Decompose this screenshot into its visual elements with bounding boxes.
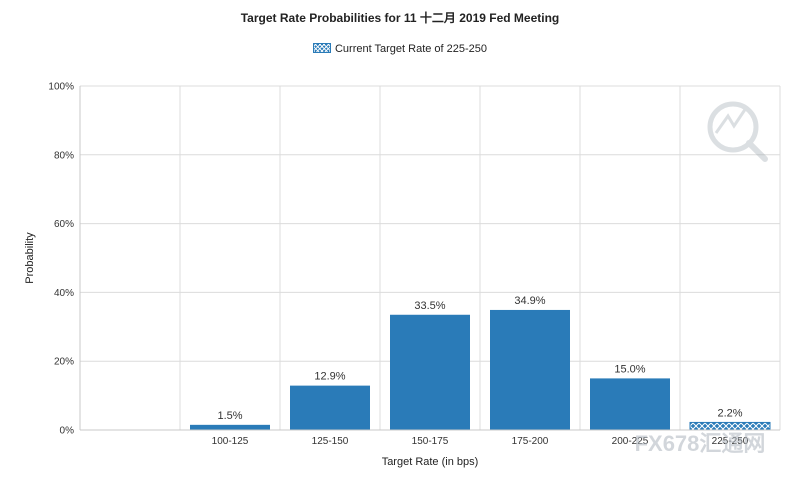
bars <box>190 309 771 431</box>
y-tick-label: 80% <box>54 150 74 161</box>
bar <box>590 378 670 430</box>
data-label: 1.5% <box>217 410 242 422</box>
x-axis-title: Target Rate (in bps) <box>382 456 479 468</box>
watermark-logo-icon <box>707 101 768 162</box>
bar <box>290 385 370 430</box>
data-label: 2.2% <box>717 407 742 419</box>
y-axis-title: Probability <box>24 232 36 284</box>
y-tick-label: 0% <box>60 426 75 437</box>
legend-swatch-hatched <box>312 43 331 53</box>
chart-title: Target Rate Probabilities for 11 十二月 201… <box>240 11 560 25</box>
bar <box>390 314 470 430</box>
x-tick-label: 125-150 <box>312 436 349 447</box>
y-tick-label: 40% <box>54 288 74 299</box>
x-tick-label: 150-175 <box>412 436 449 447</box>
data-label: 12.9% <box>314 371 345 383</box>
bar <box>190 424 270 430</box>
data-label: 34.9% <box>514 295 545 307</box>
x-tick-label: 100-125 <box>212 436 249 447</box>
x-tick-label: 200-225 <box>612 436 649 447</box>
y-tick-label: 20% <box>54 357 74 368</box>
x-tick-label: 225-250 <box>712 436 749 447</box>
data-label: 33.5% <box>414 300 445 312</box>
axes: 0% 20% 40% 60% 80% 100% 100-125 125-150 150-175 1… <box>48 82 781 447</box>
x-tick-label: 175-200 <box>512 436 549 447</box>
watermark-text: FX678汇通网 <box>635 431 766 456</box>
legend[interactable]: Current Target Rate of 225-250 <box>0 43 800 55</box>
bar-current-target <box>689 421 771 431</box>
data-label: 15.0% <box>614 363 645 375</box>
legend-label: Current Target Rate of 225-250 <box>334 43 488 55</box>
bar <box>490 309 570 430</box>
y-tick-label: 100% <box>48 82 74 93</box>
data-labels: 1.5% 12.9% 33.5% 34.9% 15.0% 2.2% <box>217 295 742 422</box>
y-tick-label: 60% <box>54 219 74 230</box>
